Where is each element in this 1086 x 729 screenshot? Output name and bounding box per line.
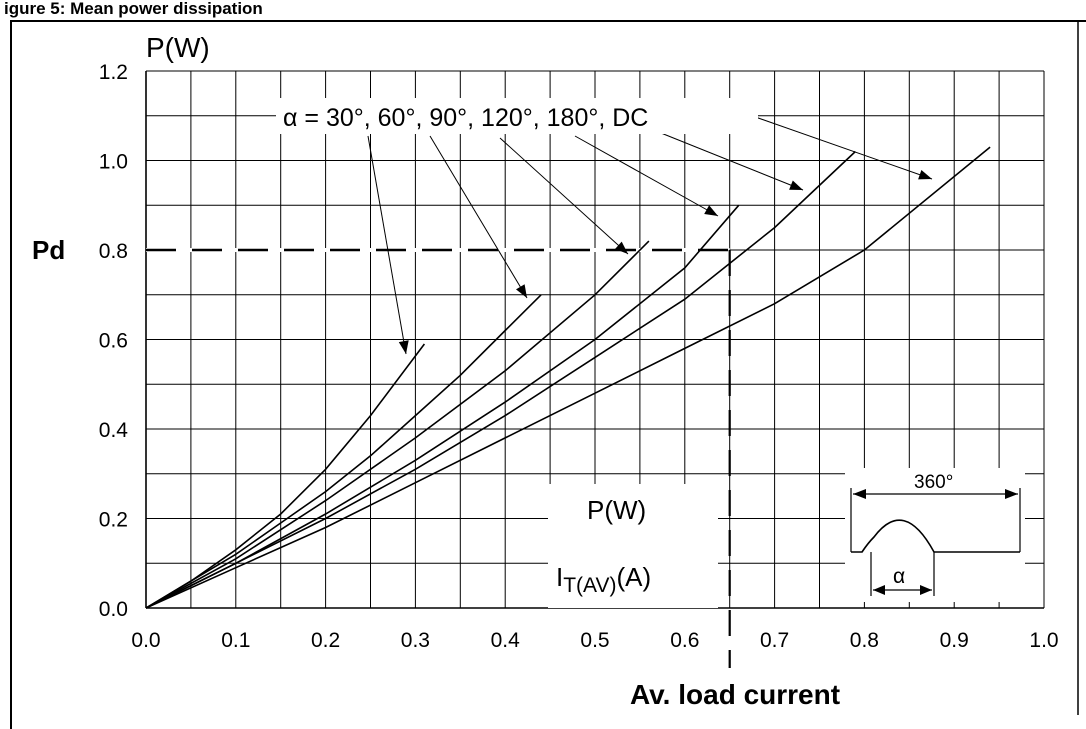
waveform-inset: 360° α: [845, 468, 1025, 602]
x-tick-label: 0.2: [311, 629, 340, 652]
callout-arrow-line: [499, 137, 629, 255]
x-tick-label: 0.9: [940, 629, 969, 652]
alpha-arrowhead-left: [873, 585, 885, 595]
callout-arrow-line: [367, 135, 407, 355]
alpha-arrowhead-right: [920, 585, 932, 595]
x-tick-label: 1.0: [1029, 629, 1058, 652]
y-tick-label: 0.0: [99, 598, 128, 621]
series-line: [145, 294, 542, 609]
y-tick-label: 0.6: [99, 330, 128, 353]
waveform-trace: [851, 519, 1020, 553]
x-tick-label: 0.5: [580, 629, 609, 652]
callout-arrowhead: [516, 284, 527, 298]
y-unit-label: P(W): [146, 32, 210, 63]
inset-power-label: P(W): [587, 495, 646, 525]
series-group: [145, 146, 991, 609]
callout-arrow-line: [429, 135, 528, 299]
callout-arrow-line: [743, 112, 933, 180]
callout-arrowhead: [615, 241, 628, 254]
series-line: [145, 150, 856, 609]
y-tick-label: 0.8: [99, 240, 128, 263]
callout-arrowhead: [918, 170, 932, 180]
callout-arrow-line: [655, 130, 804, 191]
y-tick-label: 0.4: [99, 419, 129, 442]
alpha-label-backing: [276, 98, 758, 134]
reference-lines: [146, 248, 731, 668]
y-tick-label: 1.0: [99, 151, 128, 174]
x-tick-label: 0.8: [850, 629, 879, 652]
alpha-label: α = 30°, 60°, 90°, 120°, 180°, DC: [283, 104, 648, 132]
x-tick-label: 0.6: [670, 629, 699, 652]
period-arrowhead-right: [1005, 489, 1018, 499]
period-label-backing: [910, 471, 966, 491]
inset-current-label: IT(AV)(A): [556, 562, 651, 597]
inset-current-main: I: [556, 562, 563, 592]
callout-arrows: [367, 112, 933, 355]
waveform-alpha-label: α: [893, 565, 905, 588]
x-tick-label: 0.7: [760, 629, 789, 652]
callout-arrowhead: [704, 205, 718, 216]
y-tick-label: 1.2: [99, 61, 128, 84]
period-label: 360°: [914, 472, 953, 493]
callout-arrowhead: [789, 180, 803, 190]
series-line: [145, 240, 650, 609]
x-tick-label: 0.0: [131, 629, 160, 652]
series-line: [145, 343, 426, 609]
x-tick-label: 0.3: [401, 629, 430, 652]
series-line: [145, 146, 991, 609]
tick-labels: 0.0 0.1 0.2 0.3 0.4 0.5 0.6 0.7 0.8 0.9 1.0 0.0 0.2 0…: [99, 61, 1059, 652]
period-arrowhead-left: [853, 489, 866, 499]
callout-arrowhead: [398, 340, 409, 354]
x-tick-label: 0.4: [491, 629, 521, 652]
y-tick-label: 0.2: [99, 509, 128, 532]
inset-label-backing: [548, 484, 718, 608]
inset-current-sub: T(AV): [563, 574, 616, 597]
callout-arrow-line: [574, 135, 719, 217]
inset-current-unit: (A): [617, 562, 652, 592]
x-axis-label: Av. load current: [630, 679, 840, 710]
figure-header-fragment: igure 5: Mean power dissipation: [4, 0, 263, 18]
x-tick-label: 0.1: [221, 629, 250, 652]
pd-marker-label: Pd: [32, 235, 65, 265]
